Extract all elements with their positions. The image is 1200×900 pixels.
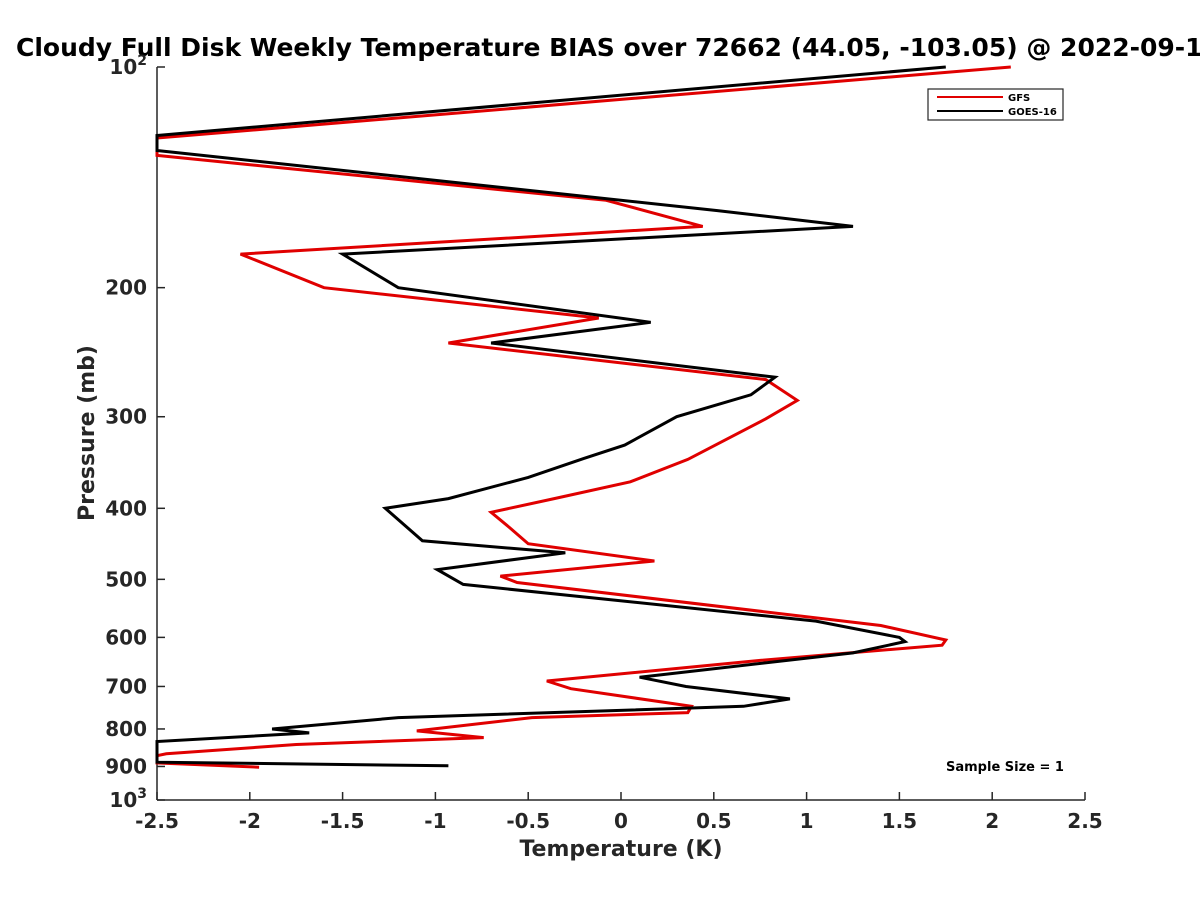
plot-area: -2.5 -2 -1.5 -1 -0.5 0 0.5 1 1.5 2 2.5 200 300 400 50… [105, 53, 1102, 833]
x-ticks: -2.5 -2 -1.5 -1 -0.5 0 0.5 1 1.5 2 2.5 [135, 792, 1103, 833]
y-tick-label: 900 [105, 754, 147, 778]
y-axis-label: Pressure (mb) [75, 345, 100, 521]
legend-box [927, 88, 1064, 121]
x-tick-label: -1.5 [321, 809, 365, 833]
legend-label-goes16: GOES-16 [1008, 107, 1057, 118]
series-line-gfs [155, 65, 1011, 769]
y-tick-label-power: 102 [109, 53, 147, 79]
x-tick-label: -2.5 [135, 809, 179, 833]
x-tick-label: 2 [985, 809, 999, 833]
sample-size-annotation: Sample Size = 1 [946, 760, 1064, 775]
chart-title: Cloudy Full Disk Weekly Temperature BIAS… [16, 33, 1200, 62]
x-tick-label: -0.5 [506, 809, 550, 833]
y-tick-label: 600 [105, 625, 147, 649]
y-tick-label: 300 [105, 405, 147, 429]
y-tick-label-power: 103 [109, 786, 147, 812]
y-tick-label: 200 [105, 276, 147, 300]
x-axis-label: Temperature (K) [519, 837, 722, 862]
x-tick-label: 0 [614, 809, 628, 833]
y-tick-label: 500 [105, 567, 147, 591]
series-line-goes16 [155, 65, 946, 768]
y-tick-label: 700 [105, 674, 147, 698]
x-tick-label: 2.5 [1067, 809, 1102, 833]
legend: GFS GOES-16 [927, 88, 1064, 121]
x-tick-label: 1 [800, 809, 814, 833]
legend-label-gfs: GFS [1008, 93, 1030, 104]
y-tick-label: 400 [105, 496, 147, 520]
y-tick-label: 800 [105, 717, 147, 741]
x-tick-label: -2 [239, 809, 261, 833]
x-tick-label: -1 [424, 809, 446, 833]
x-tick-label: 0.5 [696, 809, 731, 833]
x-tick-label: 1.5 [882, 809, 917, 833]
series-layer [155, 65, 1011, 769]
y-ticks: 200 300 400 500 600 700 800 900 102 103 [105, 53, 165, 812]
